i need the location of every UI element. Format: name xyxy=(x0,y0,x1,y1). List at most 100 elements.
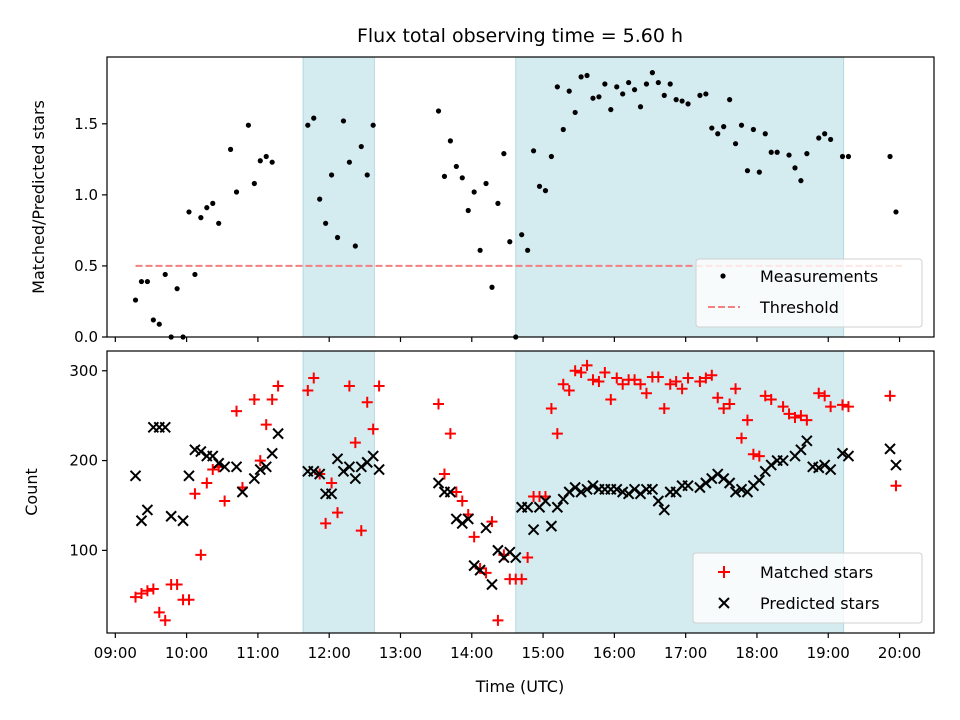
predicted-star-point xyxy=(581,483,593,496)
matched-star-point xyxy=(141,585,153,597)
matched-star-point xyxy=(320,517,332,529)
bottom-legend-box xyxy=(692,552,923,624)
matched-star-point xyxy=(593,376,605,388)
matched-star-point xyxy=(587,374,599,386)
panel-ratio: 0.0 0.5 1.0 1.5 Matched/Predicted stars Mea… xyxy=(29,56,935,346)
predicted-star-point xyxy=(486,578,498,591)
predicted-star-point xyxy=(611,483,623,496)
legend-label-threshold: Threshold xyxy=(759,298,839,317)
measurement-point xyxy=(887,153,893,160)
measurement-point xyxy=(548,153,554,160)
measurement-point xyxy=(768,149,774,155)
matched-star-point xyxy=(557,378,569,390)
measurement-point xyxy=(364,172,370,178)
bottom-y-axis-label: Count xyxy=(22,468,41,516)
measurement-point xyxy=(596,94,602,100)
predicted-star-point xyxy=(765,459,777,471)
matched-star-point xyxy=(450,486,462,498)
measurement-point xyxy=(501,151,507,157)
predicted-star-point xyxy=(230,461,243,473)
top-legend-box xyxy=(695,258,923,328)
matched-star-point xyxy=(801,414,813,426)
matched-star-point xyxy=(438,468,450,480)
matched-star-point xyxy=(664,378,676,390)
predicted-star-point xyxy=(539,495,552,507)
matched-star-point xyxy=(706,369,718,381)
measurement-point xyxy=(352,243,358,249)
bottom-y-axis: 100 200 300 xyxy=(69,362,107,559)
matched-star-point xyxy=(658,402,670,414)
predicted-star-point xyxy=(129,470,142,482)
measurement-point xyxy=(245,122,251,128)
measurement-point xyxy=(608,106,614,113)
measurement-point xyxy=(679,98,685,104)
y-tick-label: 200 xyxy=(69,452,98,470)
measurement-point xyxy=(786,152,792,158)
matched-star-point xyxy=(640,387,652,399)
predicted-star-point xyxy=(480,522,492,534)
matched-star-point xyxy=(670,376,682,388)
matched-star-point xyxy=(522,552,534,564)
predicted-star-point xyxy=(432,477,445,489)
measurement-point xyxy=(210,200,216,206)
bottom-legend: Matched stars Predicted stars xyxy=(692,552,923,624)
predicted-star-point xyxy=(634,488,647,500)
predicted-star-point xyxy=(658,504,670,516)
matched-star-point xyxy=(147,583,159,595)
measurement-point xyxy=(703,91,709,97)
measurement-point xyxy=(132,297,139,303)
predicted-star-point xyxy=(349,472,362,485)
measurement-point xyxy=(138,278,145,285)
measurement-point xyxy=(525,247,531,253)
measurement-point xyxy=(483,180,489,187)
measurement-point xyxy=(560,126,566,133)
predicted-star-point xyxy=(753,474,766,487)
predicted-star-point xyxy=(456,517,468,530)
matched-star-point xyxy=(682,372,694,384)
predicted-star-point xyxy=(367,450,379,462)
measurement-point xyxy=(566,88,572,94)
bottom-plot-frame xyxy=(106,350,935,634)
matched-star-point xyxy=(700,372,712,384)
matched-star-point xyxy=(575,367,587,379)
matched-star-point xyxy=(629,374,641,386)
matched-star-point xyxy=(753,450,765,462)
measurement-point xyxy=(614,84,620,90)
y-tick-label: 300 xyxy=(69,362,98,380)
predicted-star-point xyxy=(135,515,148,527)
matched-star-point xyxy=(759,390,771,402)
measurement-point xyxy=(453,163,459,170)
top-plot-frame xyxy=(106,56,935,338)
x-tick-label: 19:00 xyxy=(807,644,850,662)
measurement-point xyxy=(340,118,347,124)
measurement-point xyxy=(216,220,222,226)
x-tick-label: 13:00 xyxy=(379,644,422,662)
matched-star-point xyxy=(219,495,231,507)
measurement-point xyxy=(174,286,180,292)
x-tick-label: 18:00 xyxy=(735,644,778,662)
matched-star-point xyxy=(813,387,825,399)
measurement-point xyxy=(328,172,335,178)
matched-star-point xyxy=(635,378,647,390)
predicted-star-point xyxy=(141,504,154,516)
bottom-x-axis: 09:00 10:00 11:00 12:00 13:00 14:00 15:00 16:00… xyxy=(94,633,921,662)
y-tick-label: 0.0 xyxy=(74,328,98,346)
matched-star-point xyxy=(153,606,165,618)
predicted-star-point xyxy=(569,481,581,494)
top-shaded-intervals xyxy=(302,56,845,338)
measurement-point xyxy=(465,207,471,214)
measurement-point xyxy=(334,234,341,241)
matched-star-point xyxy=(599,367,611,379)
measurement-point xyxy=(715,131,721,137)
measurement-point xyxy=(263,153,269,160)
matched-star-point xyxy=(783,408,795,420)
matched-star-point xyxy=(355,525,367,537)
measurement-point xyxy=(685,101,691,107)
matched-star-point xyxy=(456,495,468,507)
predicted-star-point xyxy=(545,520,558,532)
predicted-star-point xyxy=(700,477,712,489)
measurement-point xyxy=(198,215,204,221)
matched-star-point xyxy=(272,380,284,392)
predicted-star-point xyxy=(777,454,789,467)
